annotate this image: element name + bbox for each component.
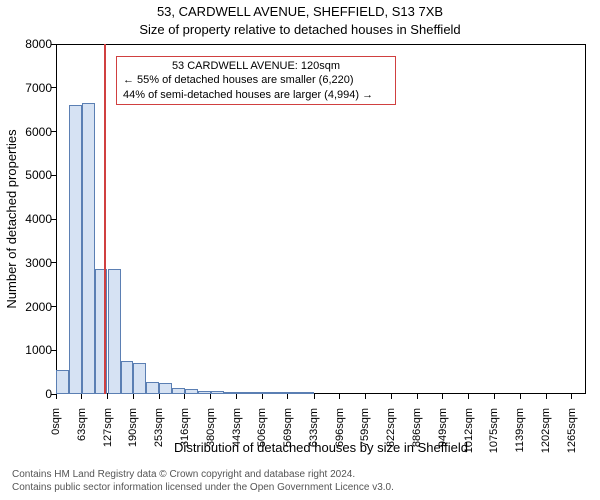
histogram-bar [56, 370, 69, 394]
y-tick-label: 4000 [12, 212, 52, 226]
chart-title-sub: Size of property relative to detached ho… [0, 22, 600, 37]
histogram-bar [146, 382, 159, 394]
x-tick-mark [314, 394, 315, 399]
x-tick-label: 127sqm [102, 408, 114, 458]
x-tick-mark [391, 394, 392, 399]
plot-area: 53 CARDWELL AVENUE: 120sqm← 55% of detac… [56, 44, 586, 394]
annotation-box: 53 CARDWELL AVENUE: 120sqm← 55% of detac… [116, 56, 396, 105]
histogram-bar [133, 363, 146, 394]
x-tick-mark [236, 394, 237, 399]
x-tick-label: 190sqm [127, 408, 139, 458]
axis-top [56, 44, 586, 45]
chart-title-main: 53, CARDWELL AVENUE, SHEFFIELD, S13 7XB [0, 4, 600, 19]
x-tick-label: 569sqm [282, 408, 294, 458]
histogram-bar [159, 383, 172, 394]
histogram-bar [237, 392, 250, 394]
x-tick-mark [184, 394, 185, 399]
x-tick-mark [571, 394, 572, 399]
y-tick-label: 2000 [12, 300, 52, 314]
histogram-bar [172, 388, 185, 394]
y-tick-label: 5000 [12, 168, 52, 182]
axis-right [585, 44, 586, 394]
y-tick-label: 0 [12, 387, 52, 401]
x-tick-mark [133, 394, 134, 399]
attribution-line-1: Contains HM Land Registry data © Crown c… [12, 469, 394, 482]
x-tick-mark [287, 394, 288, 399]
histogram-bar [275, 392, 288, 394]
x-tick-mark [210, 394, 211, 399]
x-tick-mark [56, 394, 57, 399]
x-tick-label: 759sqm [359, 408, 371, 458]
histogram-bar [82, 103, 95, 394]
histogram-bar [211, 391, 224, 395]
attribution-line-2: Contains public sector information licen… [12, 482, 394, 495]
x-tick-label: 0sqm [50, 408, 62, 458]
y-tick-label: 3000 [12, 256, 52, 270]
x-tick-mark [81, 394, 82, 399]
histogram-bar [108, 269, 121, 394]
x-tick-label: 822sqm [385, 408, 397, 458]
annotation-line: ← 55% of detached houses are smaller (6,… [123, 73, 389, 87]
x-tick-mark [262, 394, 263, 399]
chart-container: 53, CARDWELL AVENUE, SHEFFIELD, S13 7XB … [0, 0, 600, 500]
x-tick-label: 633sqm [308, 408, 320, 458]
x-tick-mark [365, 394, 366, 399]
y-tick-label: 6000 [12, 125, 52, 139]
x-tick-mark [107, 394, 108, 399]
x-tick-label: 949sqm [437, 408, 449, 458]
histogram-bar [301, 392, 314, 394]
histogram-bar [185, 389, 198, 394]
x-tick-label: 1075sqm [488, 408, 500, 458]
x-tick-label: 1139sqm [514, 408, 526, 458]
x-tick-mark [520, 394, 521, 399]
x-tick-mark [442, 394, 443, 399]
x-tick-mark [494, 394, 495, 399]
y-tick-label: 7000 [12, 81, 52, 95]
x-tick-label: 886sqm [411, 408, 423, 458]
attribution: Contains HM Land Registry data © Crown c… [12, 469, 394, 494]
histogram-bar [121, 361, 134, 394]
x-tick-label: 1202sqm [540, 408, 552, 458]
x-tick-mark [417, 394, 418, 399]
x-tick-label: 380sqm [205, 408, 217, 458]
x-tick-mark [468, 394, 469, 399]
x-tick-mark [339, 394, 340, 399]
y-tick-label: 8000 [12, 37, 52, 51]
x-tick-label: 506sqm [256, 408, 268, 458]
x-tick-mark [546, 394, 547, 399]
x-tick-label: 253sqm [153, 408, 165, 458]
histogram-bar [224, 392, 237, 394]
x-tick-mark [159, 394, 160, 399]
histogram-bar [198, 391, 211, 395]
marker-line [104, 44, 106, 394]
histogram-bar [69, 105, 82, 394]
y-tick-label: 1000 [12, 343, 52, 357]
x-tick-label: 1012sqm [463, 408, 475, 458]
axis-left [56, 44, 57, 394]
histogram-bar [262, 392, 275, 394]
histogram-bar [288, 392, 301, 394]
x-tick-label: 63sqm [76, 408, 88, 458]
x-tick-label: 316sqm [179, 408, 191, 458]
histogram-bar [249, 392, 262, 394]
annotation-line: 44% of semi-detached houses are larger (… [123, 88, 389, 102]
x-tick-label: 443sqm [231, 408, 243, 458]
annotation-line: 53 CARDWELL AVENUE: 120sqm [123, 59, 389, 73]
x-tick-label: 1265sqm [566, 408, 578, 458]
x-tick-label: 696sqm [334, 408, 346, 458]
